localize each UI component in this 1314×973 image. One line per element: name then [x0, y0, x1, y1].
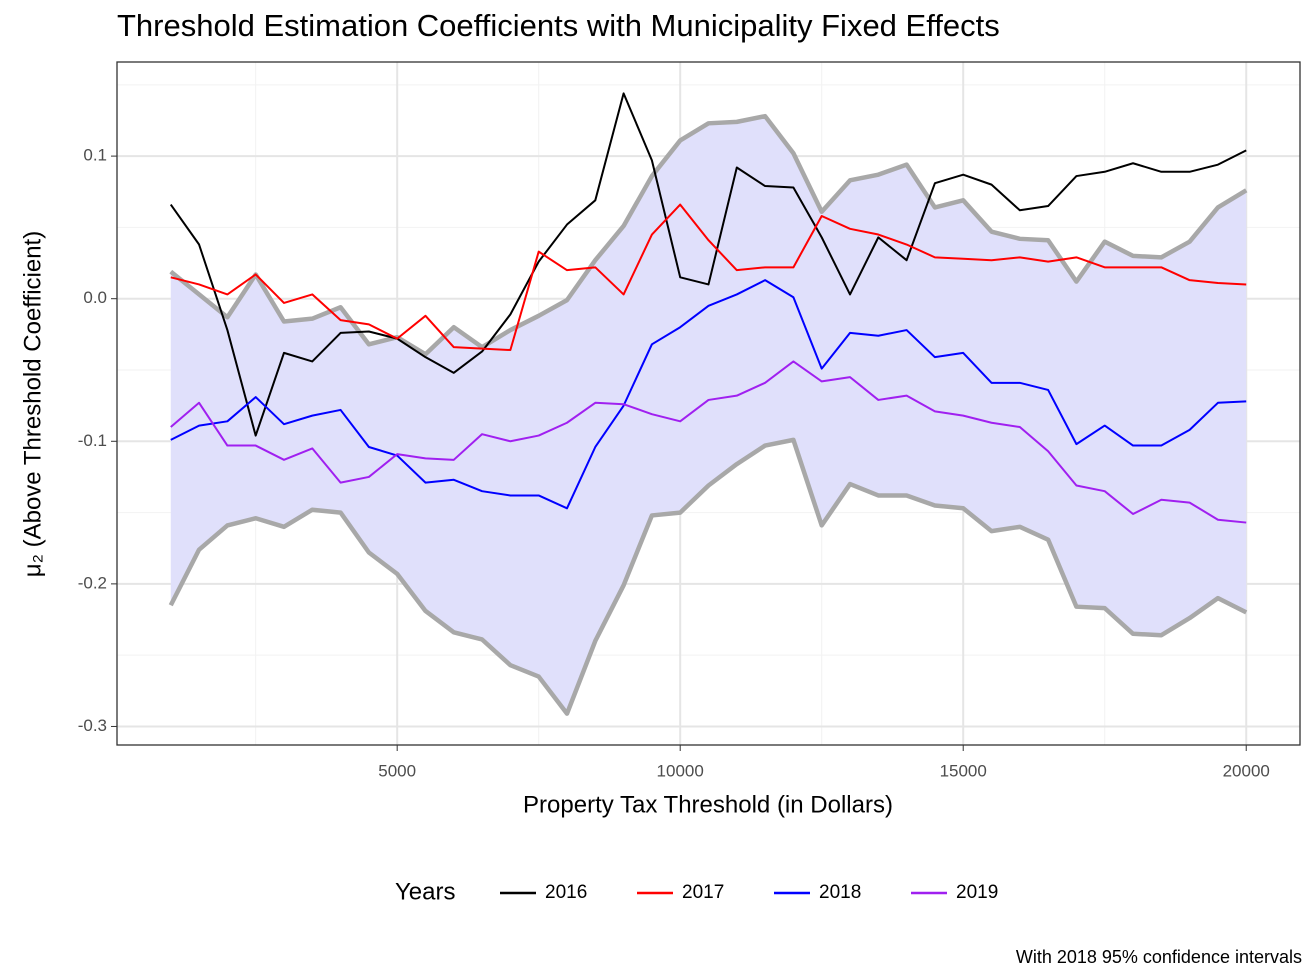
y-tick-label: -0.3	[78, 716, 107, 735]
series-line	[169, 92, 1247, 437]
legend-label: 2017	[682, 882, 724, 903]
chart-title: Threshold Estimation Coefficients with M…	[117, 8, 1000, 43]
legend-label: 2019	[956, 882, 998, 903]
x-tick-label: 5000	[378, 761, 416, 780]
plot-border	[116, 61, 1301, 746]
legend-label: 2018	[819, 882, 861, 903]
legend-label: 2016	[545, 882, 587, 903]
series-line	[170, 203, 1247, 352]
y-tick-label: -0.2	[78, 573, 107, 592]
series-line	[170, 279, 1247, 510]
x-tick-label: 15000	[940, 761, 987, 780]
y-tick-label: 0.0	[83, 288, 107, 307]
legend-title: Years	[395, 878, 456, 905]
confidence-band	[170, 116, 1247, 714]
x-tick-label: 10000	[657, 761, 704, 780]
y-tick-label: 0.1	[83, 146, 107, 165]
y-axis-title: μ₂ (Above Threshold Coefficient)	[19, 231, 46, 577]
confidence-edge	[168, 437, 1248, 716]
confidence-edge	[169, 113, 1248, 357]
x-tick-label: 20000	[1223, 761, 1270, 780]
y-tick-label: -0.1	[78, 431, 107, 450]
caption: With 2018 95% confidence intervals	[1016, 947, 1302, 967]
x-axis-title: Property Tax Threshold (in Dollars)	[523, 791, 893, 818]
series-line	[170, 360, 1247, 524]
